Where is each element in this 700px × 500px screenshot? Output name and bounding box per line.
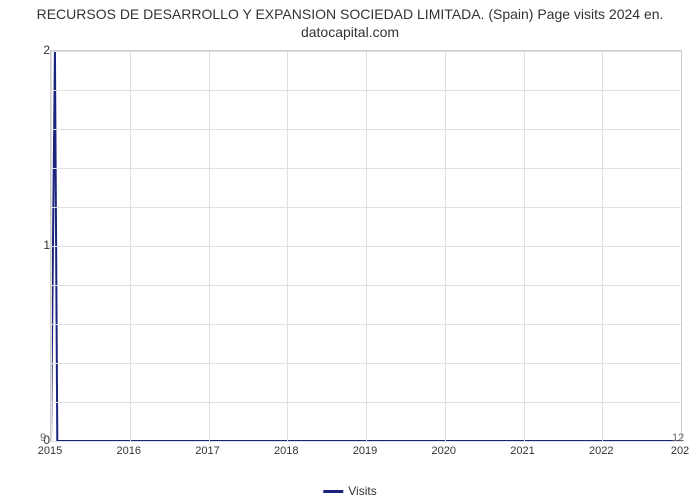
- y-tick: 2: [43, 43, 50, 57]
- x-tick: 2019: [353, 445, 377, 457]
- x-tick: 2018: [274, 445, 298, 457]
- y-tick: 1: [43, 238, 50, 252]
- annotation-right: 12: [672, 432, 684, 444]
- grid-line-v: [445, 51, 446, 441]
- legend-swatch: [323, 490, 343, 493]
- grid-line-v: [130, 51, 131, 441]
- grid-line-v: [209, 51, 210, 441]
- x-tick: 2015: [38, 445, 62, 457]
- chart-title: RECURSOS DE DESARROLLO Y EXPANSION SOCIE…: [35, 5, 665, 41]
- chart-container: RECURSOS DE DESARROLLO Y EXPANSION SOCIE…: [0, 0, 700, 500]
- plot-area: [50, 50, 682, 442]
- grid-line-v: [524, 51, 525, 441]
- legend-label: Visits: [348, 484, 376, 498]
- x-tick: 202: [671, 445, 689, 457]
- annotation-left: 9: [40, 432, 46, 444]
- x-tick: 2016: [117, 445, 141, 457]
- x-tick: 2022: [589, 445, 613, 457]
- grid-line-v: [287, 51, 288, 441]
- x-axis: 20152016201720182019202020212022202: [50, 445, 680, 465]
- legend: Visits: [323, 484, 376, 498]
- grid-line-v: [51, 51, 52, 441]
- y-axis: 012: [35, 50, 50, 440]
- grid-line-v: [602, 51, 603, 441]
- x-tick: 2021: [510, 445, 534, 457]
- x-tick: 2017: [195, 445, 219, 457]
- x-tick: 2020: [432, 445, 456, 457]
- grid-line-v: [366, 51, 367, 441]
- grid-line-h: [51, 441, 681, 442]
